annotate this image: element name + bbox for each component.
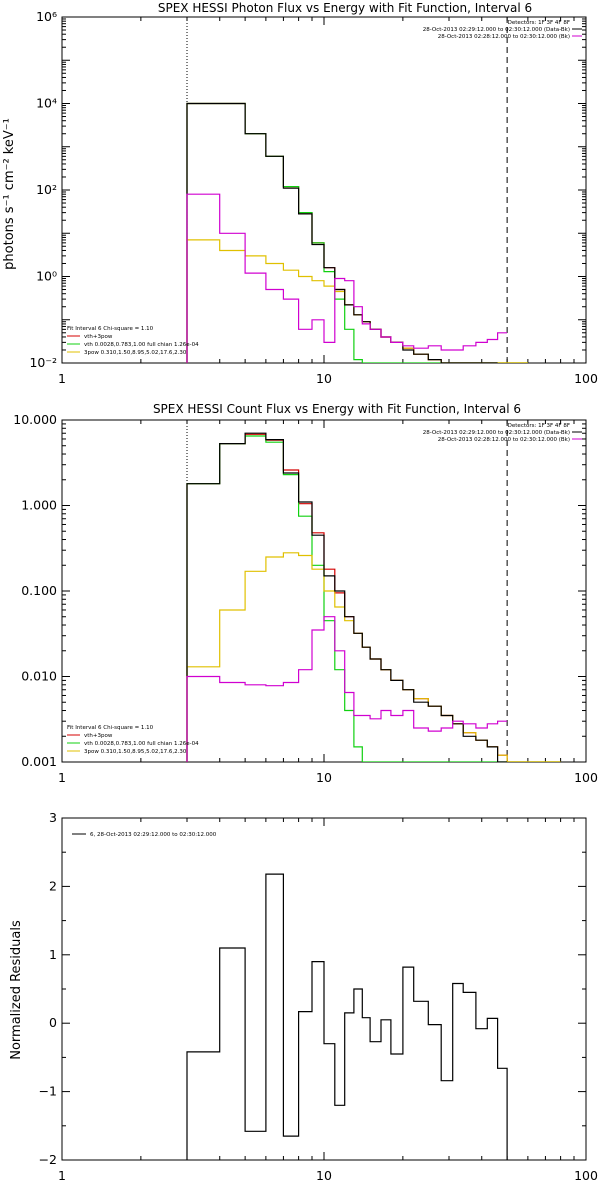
y-tick-label: 1.000 [21,498,57,513]
x-tick-label: 10 [316,371,332,386]
legend-entry: Detectors: 1F 3F 4F 8F [508,423,570,429]
chart-title: SPEX HESSI Count Flux vs Energy with Fit… [153,402,521,416]
3pow-series [186,239,528,363]
vth-3pow-series [186,433,561,762]
count-flux-panel: SPEX HESSI Count Flux vs Energy with Fit… [13,402,598,785]
y-tick-label: 0 [49,1015,57,1030]
legend-entry: Detectors: 1F 3F 4F 8F [508,20,570,26]
legend-entry: 28-Oct-2013 02:28:12.000 to 02:30:12.000… [438,34,570,40]
x-tick-label: 1 [58,1168,66,1183]
y-tick-label: 10² [36,182,57,197]
x-tick-label: 10 [316,770,332,785]
x-tick-label: 100 [574,1168,598,1183]
legend-entry: 6, 28-Oct-2013 02:29:12.000 to 02:30:12.… [90,832,217,838]
y-tick-label: 10⁰ [36,269,57,284]
x-tick-label: 10 [316,1168,332,1183]
y-tick-label: 10.000 [13,412,57,427]
fit-legend-entry: vth+3pow [84,334,113,340]
legend-entry: 28-Oct-2013 02:29:12.000 to 02:30:12.000… [423,430,570,436]
y-tick-label: 3 [49,810,57,825]
bk-series [186,193,508,363]
chart-title: SPEX HESSI Photon Flux vs Energy with Fi… [158,1,532,15]
fit-legend-entry: Fit Interval 6 Chi-square = 1.10 [67,326,154,332]
x-tick-label: 1 [58,770,66,785]
x-tick-label: 100 [574,371,598,386]
y-tick-label: 0.010 [21,669,57,684]
y-tick-label: 10⁻² [29,355,57,370]
y-tick-label: 1 [49,947,57,962]
fit-legend-entry: 3pow 0.310,1.50,8.95,5.02,17.6,2.30 [84,749,187,755]
y-axis-label: Normalized Residuals [9,920,24,1060]
photon-flux-panel: SPEX HESSI Photon Flux vs Energy with Fi… [2,1,598,386]
vth-series [186,435,561,762]
x-tick-label: 100 [574,770,598,785]
y-tick-label: −1 [39,1084,57,1099]
fit-legend-entry: 3pow 0.310,1.50,8.95,5.02,17.6,2.30 [84,350,187,356]
residuals-panel: Normalized Residuals 1 10 100 −2 −1 0 1 2 3 6, 28… [9,810,598,1183]
y-tick-label: 10⁶ [36,9,57,24]
3pow-series [186,552,561,762]
legend-entry: 28-Oct-2013 02:28:12.000 to 02:30:12.000… [438,437,570,443]
fit-legend-entry: Fit Interval 6 Chi-square = 1.10 [67,725,154,731]
bk-series [186,616,508,762]
x-tick-label: 1 [58,371,66,386]
y-tick-label: 0.001 [21,754,57,769]
y-tick-label: 10⁴ [36,96,57,111]
residual-series [186,873,508,1160]
data-bk-series [186,432,508,762]
fit-legend-entry: vth+3pow [84,733,113,739]
fit-legend-entry: vth 0.0028,0.783,1.00 full chian 1.26e-0… [84,342,199,348]
y-tick-label: 0.100 [21,583,57,598]
y-tick-label: 2 [49,878,57,893]
fit-legend-entry: vth 0.0028,0.783,1.00 full chian 1.26e-0… [84,741,199,747]
data-bk-series [186,102,498,363]
y-axis-label: photons s⁻¹ cm⁻² keV⁻¹ [2,118,17,270]
legend-entry: 28-Oct-2013 02:29:12.000 to 02:30:12.000… [423,27,570,33]
y-tick-label: −2 [39,1152,57,1167]
